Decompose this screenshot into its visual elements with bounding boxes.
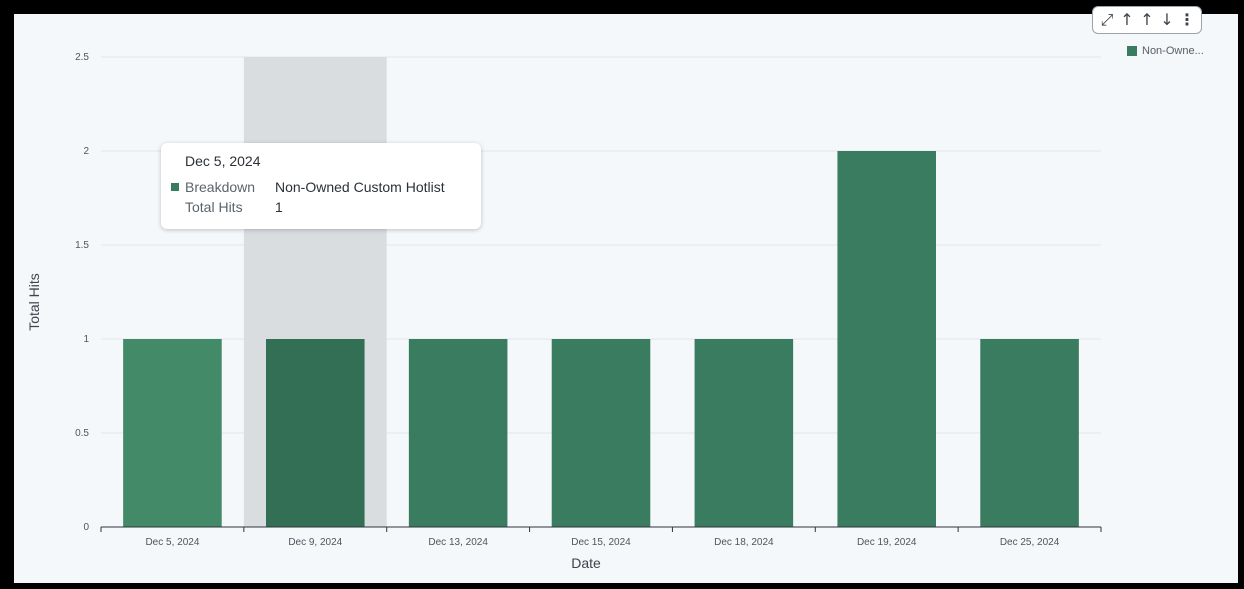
tooltip-hits-value: 1 (275, 199, 283, 215)
x-tick-label: Dec 18, 2024 (714, 537, 774, 548)
bar[interactable] (551, 339, 651, 527)
legend-label: Non-Owne... (1142, 45, 1204, 57)
x-tick-label: Dec 19, 2024 (857, 537, 917, 548)
legend-swatch (1127, 46, 1137, 56)
bar[interactable] (837, 151, 936, 527)
x-tick-label: Dec 15, 2024 (571, 537, 631, 548)
x-tick-label: Dec 9, 2024 (288, 537, 342, 548)
bar-chart: 0 0.5 1 1.5 2 2.5 Dec 5, 2024 Dec 9, 2024 Dec 1… (26, 52, 1102, 571)
x-tick-label: Dec 25, 2024 (1000, 537, 1060, 548)
sort-descending-icon[interactable]: ↓ (1160, 10, 1174, 29)
chart-tooltip: Dec 5, 2024 Breakdown Non-Owned Custom H… (161, 143, 481, 229)
y-tick-label: 2.5 (75, 52, 89, 63)
x-tick-label: Dec 5, 2024 (145, 537, 199, 548)
chart-legend[interactable]: Non-Owne... (1127, 45, 1204, 57)
y-axis-label: Total Hits (26, 273, 42, 331)
bar[interactable] (123, 339, 222, 527)
tooltip-breakdown-key: Breakdown (185, 179, 256, 195)
x-axis-label: Date (571, 555, 601, 571)
bar[interactable] (266, 339, 365, 527)
bar[interactable] (694, 339, 794, 527)
y-tick-label: 1.5 (75, 240, 89, 251)
tooltip-breakdown-value: Non-Owned Custom Hotlist (275, 179, 445, 195)
chart-panel: 0 0.5 1 1.5 2 2.5 Dec 5, 2024 Dec 9, 2024 Dec 1… (14, 6, 1238, 583)
bar[interactable] (980, 339, 1079, 527)
sort-ascending-alt-icon[interactable]: ↑ (1140, 10, 1154, 29)
x-tick-label: Dec 13, 2024 (428, 537, 488, 548)
y-tick-label: 2 (83, 146, 89, 157)
tooltip-hits-key: Total Hits (185, 199, 243, 215)
tooltip-swatch (171, 183, 179, 191)
y-tick-label: 0 (83, 522, 89, 533)
tooltip-hits-row: Total Hits 1 (185, 197, 481, 217)
tooltip-title: Dec 5, 2024 (185, 153, 261, 169)
sort-ascending-icon[interactable]: ↑ (1120, 10, 1134, 29)
tooltip-breakdown-row: Breakdown Non-Owned Custom Hotlist (171, 177, 481, 197)
more-options-icon[interactable]: ⋮ (1179, 10, 1195, 29)
y-tick-label: 1 (83, 334, 89, 345)
bar[interactable] (408, 339, 508, 527)
chart-toolbar: ⤢ ↑ ↑ ↓ ⋮ (1092, 6, 1202, 34)
y-tick-label: 0.5 (75, 428, 89, 439)
expand-icon[interactable]: ⤢ (1100, 10, 1114, 29)
